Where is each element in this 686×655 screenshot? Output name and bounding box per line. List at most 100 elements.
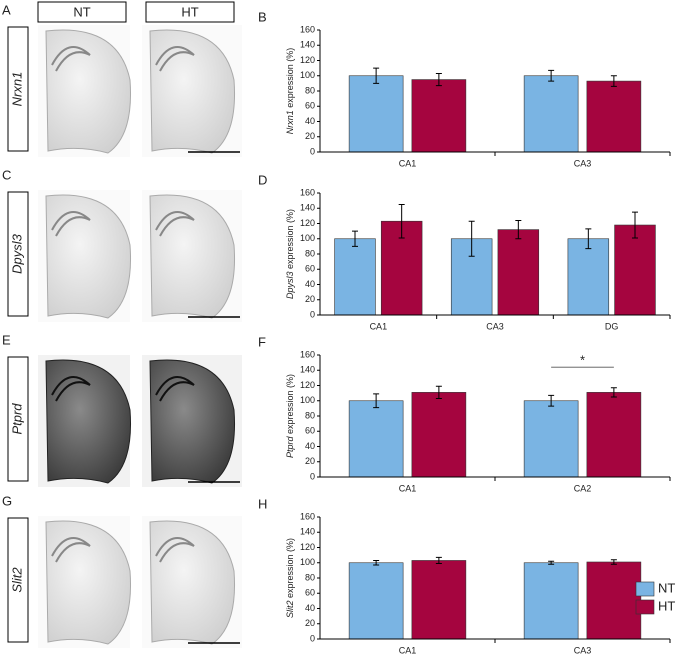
bar — [497, 229, 540, 316]
error-bar — [548, 560, 555, 565]
panel-letter: F — [258, 334, 266, 349]
bar — [586, 392, 642, 478]
y-tick-label: 160 — [300, 511, 315, 521]
row-label-box — [7, 26, 29, 152]
y-tick-label: 100 — [300, 557, 315, 567]
error-bar — [585, 228, 592, 250]
y-tick-label: 60 — [305, 588, 315, 598]
y-tick-label: 60 — [305, 264, 315, 274]
y-tick-label: 160 — [300, 349, 315, 359]
x-tick-label: CA3 — [574, 158, 592, 168]
brain-section — [149, 359, 235, 484]
legend-swatch — [635, 581, 655, 597]
bar — [348, 400, 404, 478]
panel-letter: E — [2, 332, 11, 347]
column-header-box — [145, 1, 235, 23]
y-tick-label: 120 — [300, 380, 315, 390]
y-tick-label: 80 — [305, 248, 315, 258]
y-tick-label: 20 — [305, 618, 315, 628]
legend-label: HT — [658, 598, 675, 613]
y-tick-label: 80 — [305, 410, 315, 420]
y-tick-label: 0 — [310, 471, 315, 481]
y-axis-label-gene: Ptprd — [285, 436, 295, 459]
x-tick-label: CA3 — [574, 645, 592, 655]
legend-swatch — [635, 599, 655, 615]
bar — [348, 562, 404, 640]
y-tick-label: 20 — [305, 131, 315, 141]
y-tick-label: 40 — [305, 279, 315, 289]
panel-letter: D — [258, 172, 267, 187]
error-bar — [515, 219, 522, 240]
error-bar — [435, 385, 442, 399]
column-header: NT — [73, 4, 90, 19]
y-tick-label: 80 — [305, 572, 315, 582]
row-label: Slit2 — [9, 567, 24, 593]
y-tick-label: 0 — [310, 146, 315, 156]
brain-section — [45, 359, 131, 484]
error-bar — [548, 69, 555, 82]
hippocampus — [51, 211, 91, 237]
y-tick-label: 140 — [300, 40, 315, 50]
y-axis-label-gene: Slit2 — [285, 601, 295, 619]
y-tick-label: 40 — [305, 116, 315, 126]
bar — [411, 560, 467, 640]
hippocampus — [51, 376, 91, 402]
y-tick-label: 120 — [300, 542, 315, 552]
panel-letter: C — [2, 167, 11, 182]
y-tick-label: 160 — [300, 187, 315, 197]
y-tick-label: 140 — [300, 203, 315, 213]
y-tick-label: 0 — [310, 309, 315, 319]
error-bar — [435, 72, 442, 87]
error-bar — [610, 559, 617, 565]
y-tick-label: 120 — [300, 55, 315, 65]
x-tick-label: CA2 — [574, 483, 592, 493]
y-tick-label: 140 — [300, 365, 315, 375]
y-tick-label: 140 — [300, 527, 315, 537]
error-bar — [610, 75, 617, 87]
error-bar — [352, 230, 358, 247]
bar — [334, 238, 376, 316]
brain-section — [45, 29, 131, 154]
panel-letter: G — [2, 493, 12, 508]
bar — [411, 79, 467, 153]
y-tick-label: 60 — [305, 101, 315, 111]
bar — [523, 400, 579, 478]
hippocampus — [51, 46, 91, 72]
panel-letter: H — [258, 496, 267, 511]
row-label: Nrxn1 — [9, 72, 24, 107]
x-tick-label: DG — [605, 321, 619, 331]
error-bar — [632, 211, 638, 239]
error-bar — [610, 387, 617, 398]
column-header-box — [37, 1, 127, 23]
x-tick-label: CA1 — [399, 645, 417, 655]
hippocampus — [51, 537, 91, 563]
hippocampus — [155, 46, 195, 72]
y-tick-label: 20 — [305, 456, 315, 466]
hippocampus — [155, 211, 195, 237]
y-axis-label: Dpysl3 expression (%) — [285, 209, 295, 299]
bar — [567, 238, 610, 316]
y-axis-label-text: expression (%) — [285, 538, 295, 598]
panel-letter: B — [258, 9, 267, 24]
y-tick-label: 60 — [305, 426, 315, 436]
y-tick-label: 40 — [305, 603, 315, 613]
bar — [523, 75, 579, 153]
row-label: Ptprd — [9, 403, 24, 435]
column-header: HT — [181, 4, 198, 19]
error-bar — [373, 393, 380, 409]
y-tick-label: 80 — [305, 85, 315, 95]
y-axis-label: Ptprd expression (%) — [285, 374, 295, 458]
x-tick-label: CA3 — [486, 321, 504, 331]
brain-section — [45, 520, 131, 645]
bar — [586, 561, 642, 640]
error-bar — [373, 559, 380, 566]
bar — [614, 224, 656, 316]
x-tick-label: CA1 — [399, 158, 417, 168]
brain-section — [149, 194, 235, 319]
y-tick-label: 120 — [300, 218, 315, 228]
brain-section — [149, 29, 235, 154]
row-label-box — [7, 356, 29, 482]
y-axis-label-gene: Dpysl3 — [285, 272, 295, 300]
bar — [586, 80, 642, 153]
